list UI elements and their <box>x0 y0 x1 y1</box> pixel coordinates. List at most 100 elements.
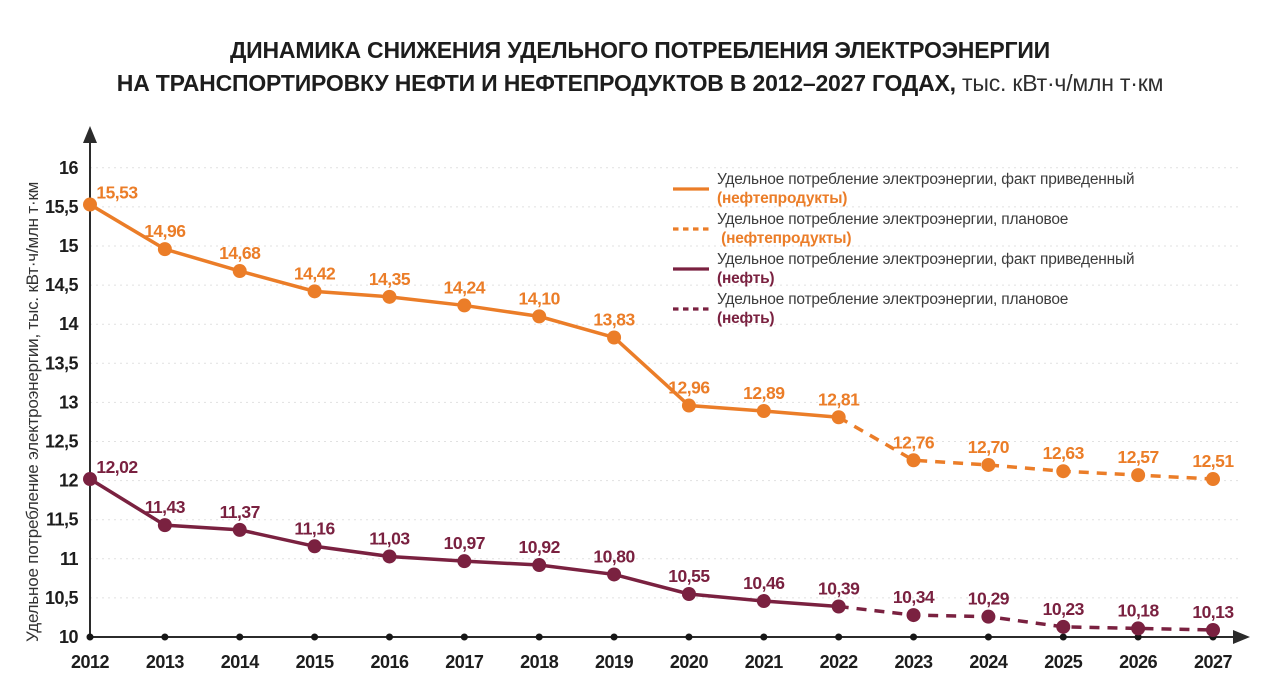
legend-swatch-solid-line-icon <box>673 187 709 191</box>
y-tick-label: 14 <box>59 314 79 334</box>
x-axis-tick-dot <box>835 633 843 641</box>
legend-item-line1: Удельное потребление электроэнергии, пла… <box>717 290 1069 308</box>
y-tick-label: 15,5 <box>45 197 79 217</box>
data-point <box>457 554 472 569</box>
data-point <box>532 309 547 324</box>
x-axis-tick-dot <box>1059 633 1067 641</box>
data-point-label: 10,55 <box>668 566 710 586</box>
series-line <box>838 604 1214 632</box>
data-point <box>1056 619 1071 634</box>
data-point-label: 12,96 <box>668 378 710 398</box>
data-point-label: 12,70 <box>968 437 1010 457</box>
data-point <box>532 558 547 573</box>
series-dashed-orange <box>837 415 1221 487</box>
x-axis-tick-dot <box>984 633 992 641</box>
data-point-label: 14,42 <box>294 263 336 283</box>
y-tick-label: 13 <box>59 392 79 412</box>
x-axis-tick-dot <box>311 633 319 641</box>
data-point-label: 10,29 <box>968 589 1010 609</box>
data-point <box>681 586 696 601</box>
x-axis-tick-dot <box>535 633 543 641</box>
data-point <box>981 609 996 624</box>
x-tick-label: 2019 <box>595 652 634 672</box>
value-labels-orange-solid: 15,53 14,96 14,68 14,42 14,35 14,24 14,10 13,83… <box>96 183 860 410</box>
legend-swatch-solid-line-icon <box>673 267 709 271</box>
data-point-label: 14,24 <box>444 277 486 297</box>
x-tick-label: 2025 <box>1044 652 1083 672</box>
page-title: ДИНАМИКА СНИЖЕНИЯ УДЕЛЬНОГО ПОТРЕБЛЕНИЯ … <box>0 34 1280 100</box>
data-point-label: 12,89 <box>743 383 785 403</box>
legend-item-line1: Удельное потребление электроэнергии, пла… <box>717 210 1069 228</box>
legend-item: Удельное потребление электроэнергии, фак… <box>673 169 1135 209</box>
x-axis-tick-dot <box>385 633 393 641</box>
legend-item-line1: Удельное потребление электроэнергии, фак… <box>717 170 1135 188</box>
data-point-label: 11,43 <box>145 497 186 517</box>
x-axis-tick-dot <box>760 633 768 641</box>
data-point-label: 11,37 <box>220 502 260 522</box>
legend-item-line2: (нефтепродукты) <box>717 190 848 207</box>
y-tick-label: 16 <box>59 158 79 178</box>
x-tick-label: 2013 <box>146 652 185 672</box>
data-point-label: 14,96 <box>144 221 186 241</box>
x-tick-label: 2022 <box>820 652 859 672</box>
data-point <box>906 453 921 468</box>
title-line-1: ДИНАМИКА СНИЖЕНИЯ УДЕЛЬНОГО ПОТРЕБЛЕНИЯ … <box>229 37 1051 63</box>
data-point <box>307 539 322 554</box>
legend-item-label: Удельное потребление электроэнергии, пла… <box>717 290 1068 329</box>
y-tick-label: 12,5 <box>45 432 79 452</box>
series-line <box>837 415 1214 481</box>
series-dashed-maroon <box>838 604 1221 637</box>
legend-item: Удельное потребление электроэнергии, пла… <box>673 209 1134 249</box>
data-point-label: 10,39 <box>818 579 860 599</box>
data-point <box>607 567 622 582</box>
x-tick-label: 2027 <box>1194 652 1233 672</box>
value-labels-orange-dashed: 12,76 12,70 12,63 12,57 12,51 <box>893 432 1235 471</box>
legend-item-line1: Удельное потребление электроэнергии, фак… <box>717 250 1135 268</box>
y-tick-label: 10,5 <box>45 588 79 608</box>
x-tick-label: 2020 <box>670 652 709 672</box>
y-tick-label: 11 <box>60 549 79 569</box>
y-axis-title: Удельное потребление электроэнергии, тыс… <box>23 181 42 643</box>
data-point-label: 11,03 <box>369 528 410 548</box>
x-axis-tick-dot <box>685 633 693 641</box>
x-axis-tick-dot <box>1134 633 1142 641</box>
data-point-label: 10,46 <box>743 573 785 593</box>
legend-item: Удельное потребление электроэнергии, пла… <box>673 289 1134 329</box>
x-tick-labels: 2012 2013 2014 2015 2016 2017 2018 2019 2020 2021… <box>71 652 1233 672</box>
legend-swatch-dashed-line-icon <box>673 307 709 311</box>
x-tick-label: 2026 <box>1119 652 1158 672</box>
data-point <box>1206 472 1221 487</box>
data-point <box>382 289 397 304</box>
legend-item-line2: (нефть) <box>717 270 775 287</box>
x-tick-label: 2023 <box>895 652 934 672</box>
x-axis-tick-dot <box>161 633 169 641</box>
data-point <box>906 608 921 623</box>
data-point <box>232 264 247 279</box>
legend-item: Удельное потребление электроэнергии, фак… <box>673 249 1135 289</box>
y-tick-label: 12 <box>59 471 79 491</box>
data-point-label: 14,10 <box>519 288 561 308</box>
data-point-label: 13,83 <box>593 309 635 329</box>
data-point-label: 12,76 <box>893 432 935 452</box>
x-tick-label: 2017 <box>445 652 484 672</box>
data-point-label: 12,63 <box>1043 443 1085 463</box>
legend-item-line2: (нефть) <box>717 310 775 327</box>
data-point-label: 10,97 <box>444 533 485 553</box>
data-point-label: 12,51 <box>1192 451 1234 471</box>
y-tick-label: 10 <box>59 627 79 647</box>
data-point-label: 10,23 <box>1043 599 1085 619</box>
data-point <box>83 472 97 487</box>
data-point-label: 10,92 <box>519 537 561 557</box>
x-axis-tick-dot <box>86 633 94 641</box>
data-point-label: 10,34 <box>893 587 935 607</box>
value-labels-maroon-dashed: 10,34 10,29 10,23 10,18 10,13 <box>893 587 1235 622</box>
legend-item-line2: (нефтепродукты) <box>717 230 852 247</box>
data-point-label: 14,35 <box>369 269 411 289</box>
legend-item-label: Удельное потребление электроэнергии, фак… <box>717 170 1135 209</box>
title-line-2-main: НА ТРАНСПОРТИРОВКУ НЕФТИ И НЕФТЕПРОДУКТО… <box>116 70 956 96</box>
data-point-label: 10,13 <box>1192 602 1234 622</box>
data-point <box>157 242 172 257</box>
y-tick-label: 14,5 <box>45 275 79 295</box>
data-point-label: 10,18 <box>1117 600 1159 620</box>
chart-legend: Удельное потребление электроэнергии, фак… <box>673 169 1135 329</box>
